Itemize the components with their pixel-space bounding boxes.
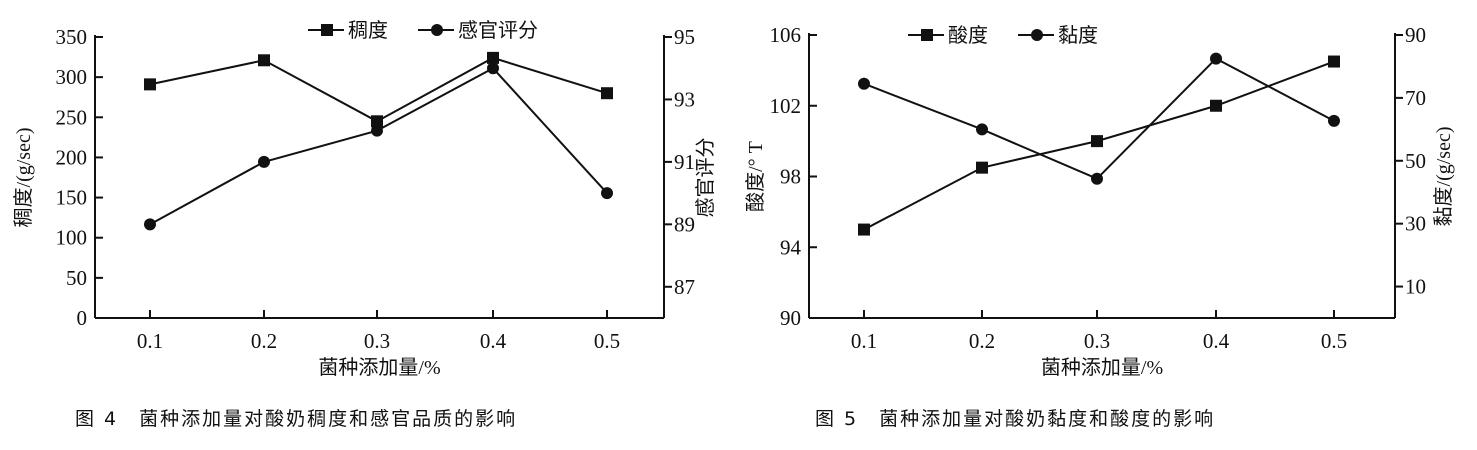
data-point-circle bbox=[1328, 114, 1340, 127]
y-tick-label-left: 100 bbox=[56, 226, 88, 250]
y-tick-label-left: 98 bbox=[780, 165, 801, 189]
y-tick-label-right: 91 bbox=[674, 150, 695, 174]
y-tick-label-right: 70 bbox=[1405, 86, 1426, 110]
x-tick-label: 0.3 bbox=[1084, 329, 1110, 353]
legend-marker-square bbox=[321, 24, 333, 36]
series-line-1 bbox=[149, 56, 608, 123]
legend-label: 感官评分 bbox=[458, 19, 538, 42]
legend-marker-circle bbox=[431, 24, 443, 36]
data-point-square bbox=[144, 78, 156, 91]
y-tick-label-right: 50 bbox=[1405, 149, 1426, 173]
data-point-circle bbox=[144, 218, 156, 231]
data-point-square bbox=[371, 115, 383, 128]
y-tick-label-right: 95 bbox=[674, 25, 695, 49]
y-tick-label-left: 94 bbox=[780, 235, 802, 259]
y-tick-label-left: 250 bbox=[56, 105, 88, 129]
y-tick-label-right: 90 bbox=[1405, 23, 1426, 47]
x-tick-label: 0.3 bbox=[364, 329, 390, 353]
data-point-circle bbox=[976, 123, 988, 136]
x-tick-label: 0.2 bbox=[969, 329, 995, 353]
y-tick-label-right: 89 bbox=[674, 212, 695, 236]
x-tick-label: 0.1 bbox=[137, 329, 163, 353]
data-point-circle bbox=[487, 62, 499, 75]
data-point-circle bbox=[601, 187, 613, 200]
y-tick-label-left: 50 bbox=[66, 266, 87, 290]
y-axis-label-left: 酸度/° T bbox=[744, 141, 767, 212]
data-point-square bbox=[1091, 135, 1103, 148]
x-tick-label: 0.5 bbox=[1321, 329, 1347, 353]
y-tick-label-right: 87 bbox=[674, 275, 695, 299]
y-tick-label-left: 0 bbox=[77, 306, 88, 330]
chart-1: 0 50 100 150 200 250 300 350 87 89 91 93 95 0.1 0.2 0.3… bbox=[12, 19, 717, 430]
data-point-square bbox=[487, 51, 499, 64]
legend-label: 稠度 bbox=[348, 19, 388, 42]
x-axis-label: 菌种添加量/% bbox=[1041, 356, 1163, 379]
y-axis-label-left: 稠度/(g/sec) bbox=[12, 128, 35, 228]
data-point-square bbox=[1328, 55, 1340, 68]
data-point-square bbox=[1210, 99, 1222, 112]
y-tick-label-left: 106 bbox=[770, 23, 802, 47]
legend-label: 黏度 bbox=[1058, 24, 1098, 47]
data-point-circle bbox=[1210, 52, 1222, 65]
y-tick-label-left: 350 bbox=[56, 25, 88, 49]
data-point-circle bbox=[1091, 172, 1103, 185]
y-tick-label-right: 10 bbox=[1405, 275, 1426, 299]
x-tick-label: 0.5 bbox=[594, 329, 620, 353]
data-point-square bbox=[258, 54, 270, 67]
series-line-2 bbox=[149, 66, 608, 226]
chart-2: 90 94 98 102 106 10 30 50 70 90 0.1 0.2 0.3 0.4 0.5 菌种添… bbox=[744, 23, 1455, 430]
y-tick-label-right: 30 bbox=[1405, 212, 1426, 236]
x-tick-label: 0.4 bbox=[1203, 329, 1230, 353]
series-line-2 bbox=[863, 57, 1335, 180]
y-tick-label-left: 200 bbox=[56, 145, 88, 169]
y-tick-label-left: 90 bbox=[780, 306, 801, 330]
y-tick-label-left: 150 bbox=[56, 186, 88, 210]
y-axis-label-right: 感官评分 bbox=[694, 138, 717, 218]
figure-caption: 图 4 菌种添加量对酸奶稠度和感官品质的影响 bbox=[75, 408, 517, 430]
legend-marker-square bbox=[921, 29, 933, 41]
x-axis-label: 菌种添加量/% bbox=[318, 356, 440, 379]
data-point-square bbox=[976, 161, 988, 174]
data-point-square bbox=[601, 87, 613, 100]
figure-caption: 图 5 菌种添加量对酸奶黏度和酸度的影响 bbox=[815, 408, 1215, 430]
y-tick-label-left: 300 bbox=[56, 65, 88, 89]
x-tick-label: 0.4 bbox=[480, 329, 507, 353]
data-point-circle bbox=[858, 77, 870, 90]
y-axis-label-right: 黏度/(g/sec) bbox=[1432, 127, 1455, 227]
legend-label: 酸度 bbox=[948, 24, 988, 47]
x-tick-label: 0.2 bbox=[251, 329, 277, 353]
legend-marker-circle bbox=[1031, 29, 1043, 41]
y-tick-label-left: 102 bbox=[770, 94, 802, 118]
data-point-circle bbox=[258, 155, 270, 168]
data-point-circle bbox=[371, 124, 383, 137]
x-tick-label: 0.1 bbox=[851, 329, 877, 353]
y-tick-label-right: 93 bbox=[674, 87, 695, 111]
data-point-square bbox=[858, 223, 870, 236]
